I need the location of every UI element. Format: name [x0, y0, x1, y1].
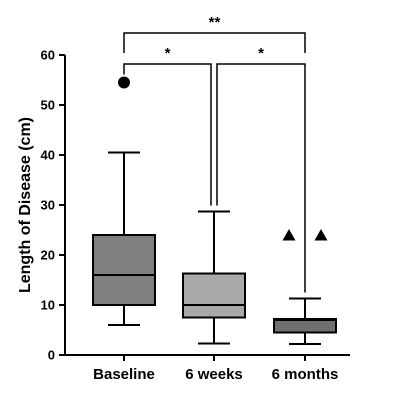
box-6-weeks	[182, 272, 246, 319]
box-baseline	[92, 234, 156, 306]
y-tick-label: 10	[41, 298, 55, 313]
x-tick-label: Baseline	[93, 366, 155, 383]
box-6-months	[273, 318, 337, 334]
significance-bracket	[123, 32, 306, 53]
y-tick-label: 50	[41, 98, 55, 113]
x-tick-label: 6 months	[272, 366, 339, 383]
y-axis-title: Length of Disease (cm)	[17, 117, 34, 293]
y-tick-label: 0	[48, 348, 55, 363]
y-tick-label: 20	[41, 248, 55, 263]
y-tick-label: 30	[41, 198, 55, 213]
outlier-point	[118, 76, 130, 89]
outlier-point	[314, 229, 328, 241]
significance-bracket	[123, 63, 212, 206]
y-tick-label: 40	[41, 148, 55, 163]
significance-label: *	[165, 45, 171, 62]
x-tick-label: 6 weeks	[185, 366, 243, 383]
y-tick-label: 60	[41, 48, 55, 63]
significance-label: *	[258, 45, 264, 62]
significance-label: **	[209, 14, 221, 31]
significance-bracket	[216, 63, 306, 293]
outlier-point	[282, 229, 296, 241]
